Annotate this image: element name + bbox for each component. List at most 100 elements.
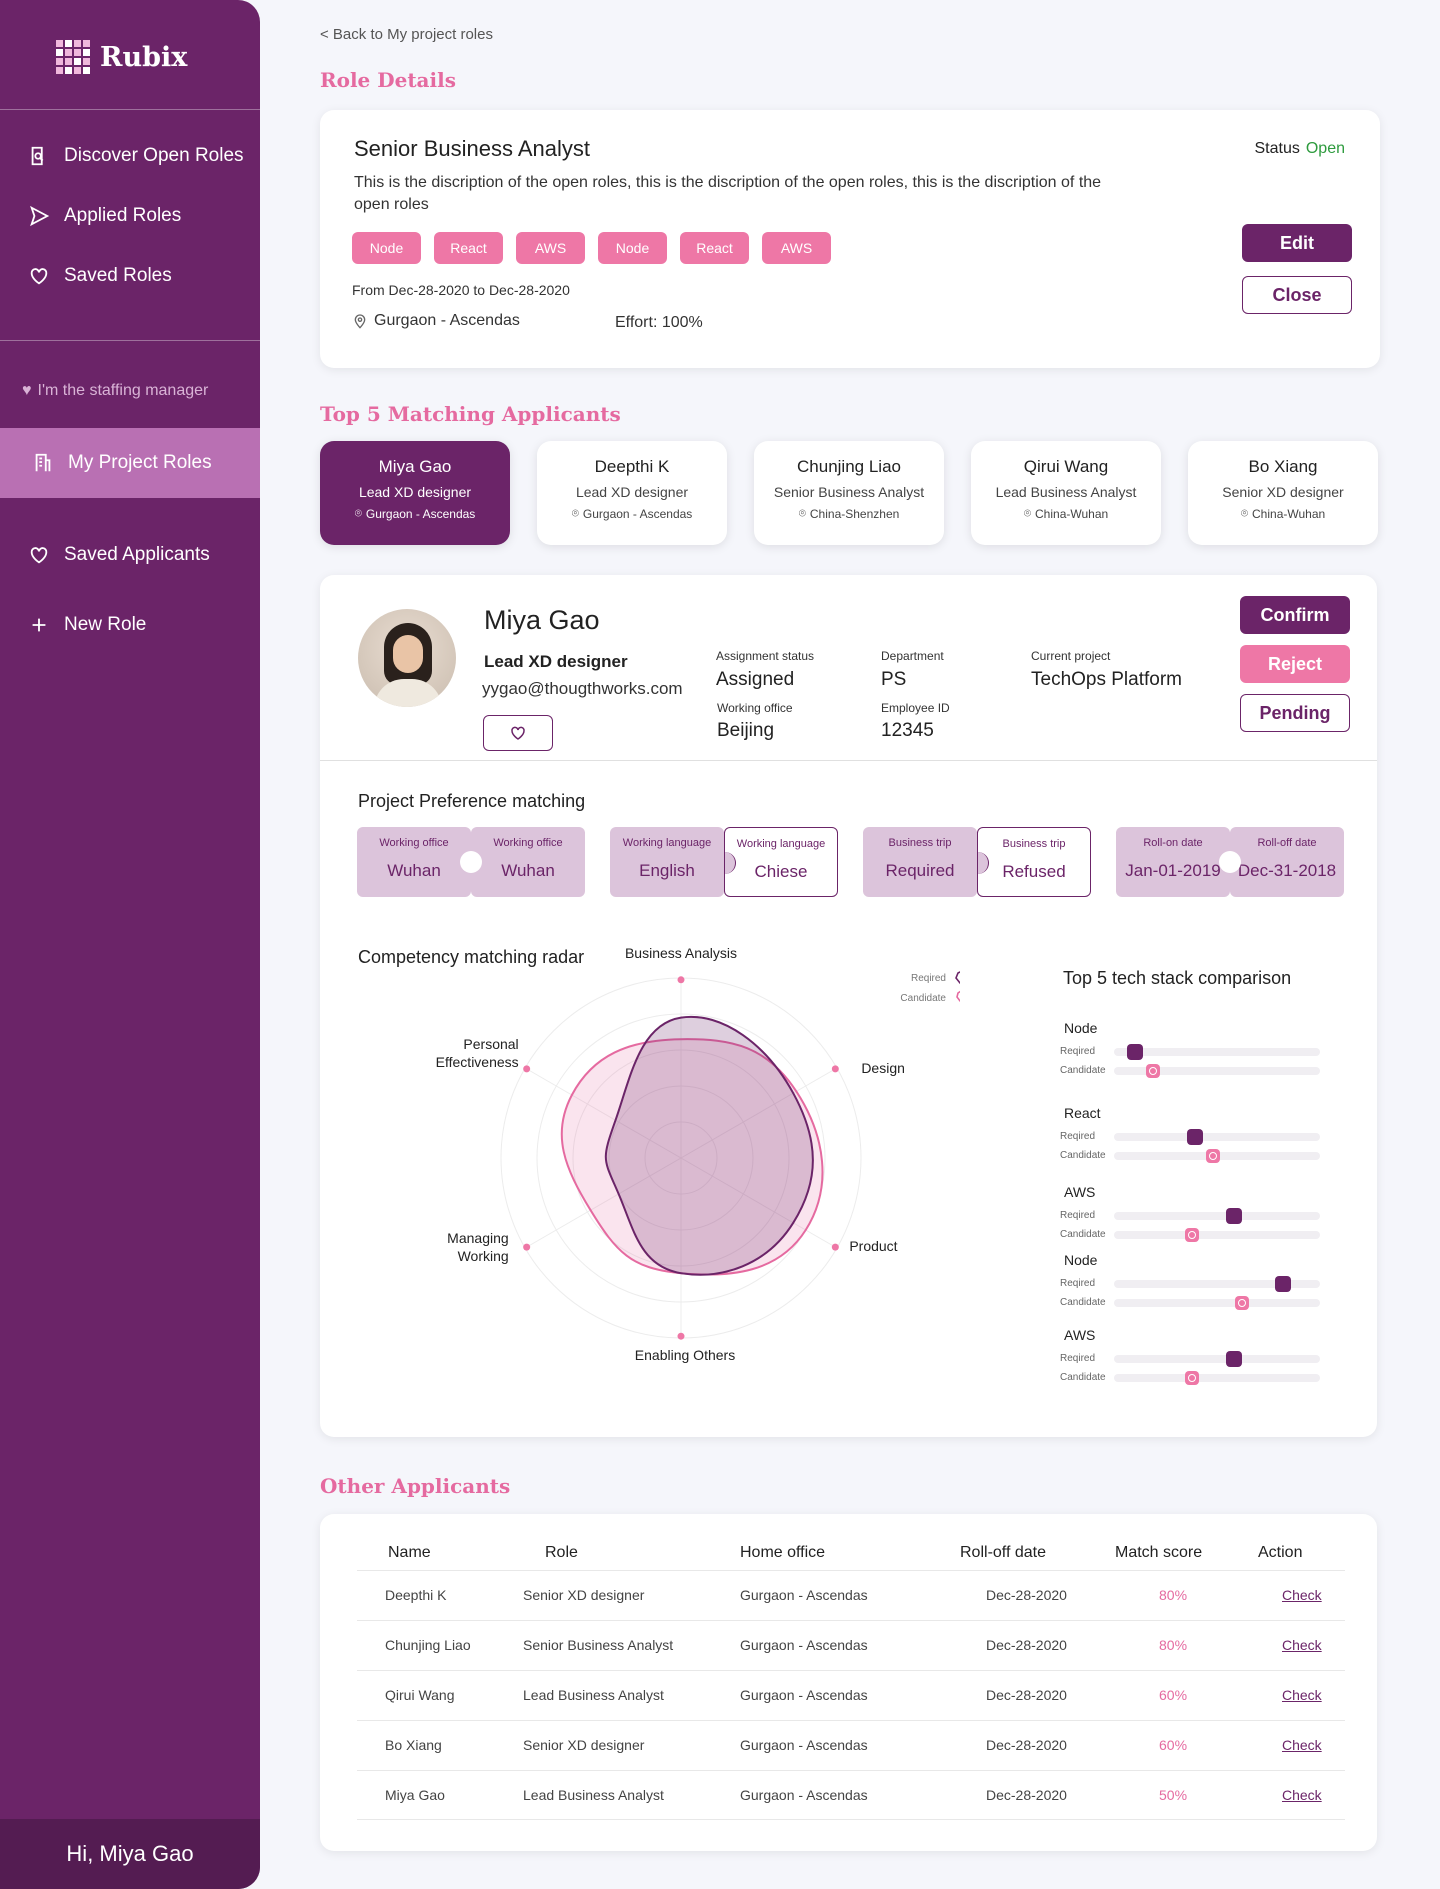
radar-axis-dot <box>831 1065 839 1073</box>
applicant-role: Lead XD designer <box>358 484 472 500</box>
employee-id-label: Employee ID <box>881 701 950 715</box>
employee-id-value: 12345 <box>881 720 934 741</box>
column-header[interactable]: Match score <box>1115 1544 1203 1561</box>
candidate-label: Candidate <box>1060 1297 1106 1308</box>
nav-my-project-roles[interactable]: My Project Roles <box>0 428 260 498</box>
close-button[interactable]: Close <box>1242 276 1352 314</box>
required-label: Reqired <box>1060 1278 1096 1289</box>
status-badge: Open <box>1305 140 1345 157</box>
radar-axis-label-line: Enabling Others <box>635 1347 735 1363</box>
candidate-level-marker <box>1185 1227 1200 1242</box>
tech-stack-row: AWS Reqired Candidate <box>1060 1327 1320 1387</box>
required-track <box>1114 1043 1320 1060</box>
applicant-location: ⌾ China-Wuhan <box>1241 506 1325 521</box>
applicant-location: ⌾ Gurgaon - Ascendas <box>355 506 476 521</box>
current-project-label: Current project <box>1031 649 1111 663</box>
applicant-card[interactable]: Miya Gao Lead XD designer ⌾ Gurgaon - Asc… <box>320 441 510 545</box>
applicant-card[interactable]: Bo Xiang Senior XD designer ⌾ China-Wuhan <box>1188 441 1378 545</box>
column-header[interactable]: Action <box>1258 1544 1303 1561</box>
required-level-marker <box>1274 1275 1291 1292</box>
candidate-level-marker <box>1206 1148 1221 1163</box>
applicant-role: Senior Business Analyst <box>773 484 925 500</box>
applicant-card[interactable]: Chunjing Liao Senior Business Analyst ⌾ C… <box>754 441 944 545</box>
table-cell-date: Dec-28-2020 <box>986 1787 1067 1803</box>
plus-icon <box>32 618 46 632</box>
table-cell-office: Gurgaon - Ascendas <box>740 1587 868 1603</box>
preference-group-office: Working office Wuhan Working office Wuhan <box>357 827 585 897</box>
edit-button[interactable]: Edit <box>1242 224 1352 262</box>
nav-saved-applicants[interactable]: Saved Applicants <box>28 544 210 566</box>
radar-title: Competency matching radar <box>358 947 585 967</box>
role-location-text: Gurgaon - Ascendas <box>374 312 520 329</box>
preference-candidate: Business trip Refused <box>977 827 1091 897</box>
logo[interactable]: Rubix <box>56 40 187 74</box>
table-cell-date: Dec-28-2020 <box>986 1687 1067 1703</box>
candidate-track <box>1114 1295 1320 1310</box>
save-applicant-button[interactable] <box>483 715 553 751</box>
competency-radar-chart: Business Analysis Design Product Enabling O… <box>436 945 960 1363</box>
skill-tag: Node <box>352 232 421 264</box>
required-level-marker <box>1186 1128 1203 1145</box>
radar-axis-line <box>680 1067 838 1159</box>
applicant-name: Miya Gao <box>378 457 452 476</box>
check-link[interactable]: Check <box>1282 1637 1322 1653</box>
column-header[interactable]: Name <box>388 1544 431 1561</box>
role-description: This is the discription of the open role… <box>354 174 1102 213</box>
table-cell-role: Lead Business Analyst <box>523 1687 664 1703</box>
confirm-button[interactable]: Confirm <box>1240 596 1350 634</box>
radar-axis-line <box>680 1157 838 1249</box>
applicant-card[interactable]: Deepthi K Lead XD designer ⌾ Gurgaon - As… <box>537 441 727 545</box>
department-value: PS <box>881 669 907 690</box>
role-title: Senior Business Analyst <box>354 136 591 161</box>
candidate-label: Candidate <box>1060 1150 1106 1161</box>
required-track <box>1114 1128 1320 1145</box>
tech-name: React <box>1064 1105 1101 1121</box>
table-cell-role: Senior XD designer <box>523 1737 645 1753</box>
table-cell-date: Dec-28-2020 <box>986 1637 1067 1653</box>
nav-applied-roles[interactable]: Applied Roles <box>28 205 181 227</box>
divider <box>0 340 260 341</box>
working-office-label: Working office <box>717 701 793 715</box>
user-greeting[interactable]: Hi, Miya Gao <box>0 1819 260 1889</box>
avatar <box>358 609 456 707</box>
table-cell-score: 80% <box>1159 1637 1188 1653</box>
nav-label: Applied Roles <box>64 205 182 226</box>
column-header[interactable]: Home office <box>740 1544 826 1561</box>
table-cell-name: Miya Gao <box>385 1787 445 1803</box>
other-applicants-table: Name Role Home office Roll-off date Matc… <box>320 1514 1377 1851</box>
applicant-location-text: China-Shenzhen <box>809 506 900 521</box>
nav-new-role[interactable]: New Role <box>28 614 146 636</box>
check-link[interactable]: Check <box>1282 1787 1322 1803</box>
nav-discover-open-roles[interactable]: Discover Open Roles <box>28 145 244 167</box>
check-link[interactable]: Check <box>1282 1737 1322 1753</box>
nav-saved-roles[interactable]: Saved Roles <box>28 265 172 287</box>
back-link[interactable]: < Back to My project roles <box>320 26 493 43</box>
pending-button[interactable]: Pending <box>1240 694 1350 732</box>
table-cell-name: Bo Xiang <box>385 1737 442 1753</box>
check-link[interactable]: Check <box>1282 1687 1322 1703</box>
role-location: Gurgaon - Ascendas <box>352 312 520 330</box>
skill-tag: React <box>680 232 749 264</box>
reject-button[interactable]: Reject <box>1240 645 1350 683</box>
column-header[interactable]: Roll-off date <box>960 1544 1046 1561</box>
radar-axis-label-line: Product <box>849 1238 897 1254</box>
column-header[interactable]: Role <box>545 1544 578 1561</box>
pref-label: Working office <box>379 837 449 849</box>
heart-icon: ♥ <box>22 382 32 399</box>
candidate-track <box>1114 1370 1320 1385</box>
table-cell-role: Lead Business Analyst <box>523 1787 664 1803</box>
check-link[interactable]: Check <box>1282 1587 1322 1603</box>
required-level-marker <box>1225 1350 1242 1367</box>
heart-icon <box>30 547 48 564</box>
table-row: Chunjing Liao Senior Business Analyst Gurg… <box>357 1620 1345 1670</box>
legend-required-icon <box>955 971 960 984</box>
pref-value: English <box>639 861 695 880</box>
applicant-card[interactable]: Qirui Wang Lead Business Analyst ⌾ China-… <box>971 441 1161 545</box>
pref-value: Wuhan <box>387 861 441 880</box>
candidate-track <box>1114 1227 1320 1242</box>
radar-axis-label-line: Personal <box>463 1036 518 1052</box>
tech-stack-title: Top 5 tech stack comparison <box>1063 968 1292 988</box>
radar-axis-label-line: Effectiveness <box>436 1054 519 1070</box>
nav-label: Discover Open Roles <box>64 145 244 166</box>
preference-required: Roll-on date Jan-01-2019 <box>1116 827 1230 897</box>
